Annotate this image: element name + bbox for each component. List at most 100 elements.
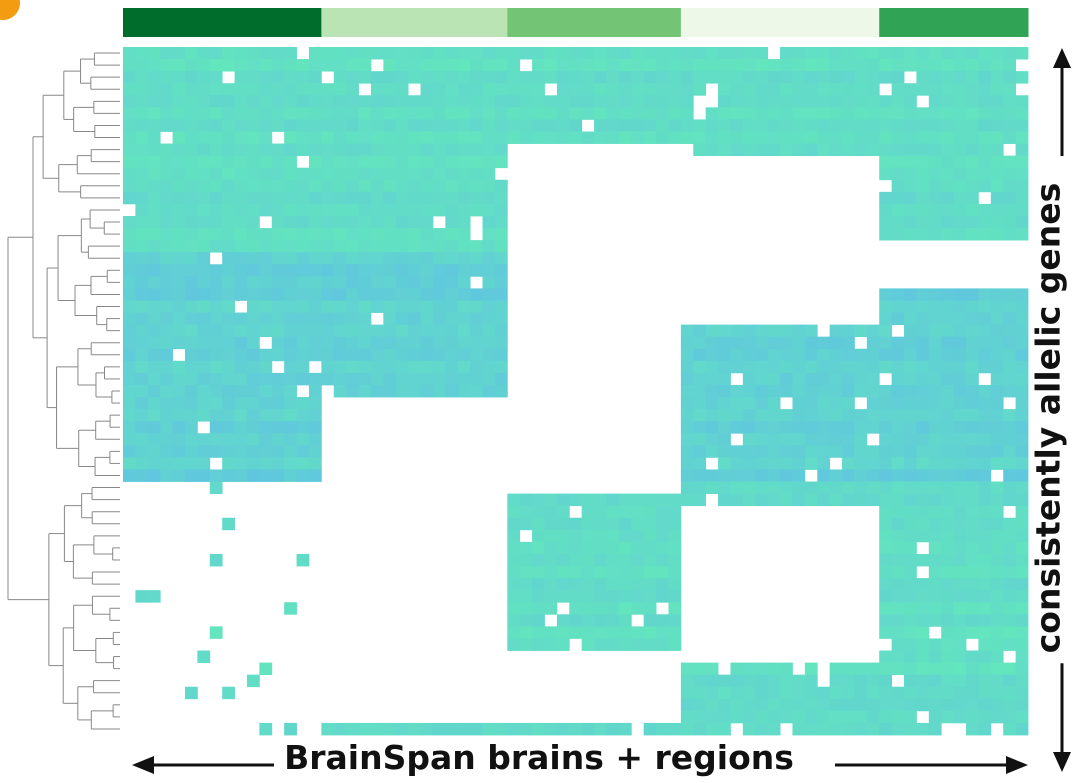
heatmap-cell (755, 348, 769, 362)
heatmap-cell (854, 445, 868, 458)
heatmap-cell (432, 119, 446, 132)
heatmap-cell (333, 240, 347, 253)
heatmap-cell (259, 71, 273, 84)
heatmap-cell (470, 119, 483, 132)
heatmap-cell (160, 47, 173, 60)
heatmap-cell (643, 517, 657, 531)
heatmap-cell (916, 143, 930, 157)
heatmap-cell (197, 240, 211, 253)
heatmap-cell (370, 240, 384, 253)
heatmap-cell (631, 131, 645, 144)
heatmap-cell (767, 469, 781, 482)
heatmap-cell (730, 469, 744, 482)
heatmap-cell (742, 324, 756, 338)
heatmap-cell (482, 143, 496, 157)
heatmap-cell (271, 71, 285, 84)
heatmap-cell (147, 421, 161, 434)
heatmap-cell (804, 59, 818, 72)
heatmap-cell (953, 360, 967, 374)
heatmap-cell (432, 191, 446, 205)
heatmap-cell (842, 143, 855, 157)
heatmap-cell (693, 83, 707, 96)
heatmap-cell (246, 445, 260, 458)
heatmap-cell (209, 433, 223, 446)
heatmap-cell (606, 553, 620, 567)
heatmap-cell (928, 662, 942, 676)
heatmap-cell (941, 143, 955, 157)
heatmap-cell (532, 517, 545, 531)
heatmap-cell (780, 47, 793, 60)
heatmap-cell (172, 155, 186, 169)
heatmap-cell (544, 493, 558, 507)
heatmap-cell (643, 638, 657, 651)
heatmap-cell (296, 215, 310, 229)
heatmap-cell (420, 276, 434, 289)
heatmap-cell (222, 191, 235, 205)
heatmap-cell (358, 167, 372, 181)
heatmap-cell (507, 722, 521, 736)
heatmap-cell (1003, 59, 1017, 72)
heatmap-cell (618, 95, 632, 108)
heatmap-cell (135, 457, 149, 470)
heatmap-cell (147, 71, 161, 84)
heatmap-cell (966, 83, 979, 96)
heatmap-cell (556, 553, 570, 567)
heatmap-cell (767, 457, 781, 470)
heatmap-cell (891, 336, 905, 350)
heatmap-cell (854, 662, 868, 676)
heatmap-cell (904, 228, 917, 241)
heatmap-cell (135, 47, 149, 60)
heatmap-cell (358, 119, 372, 132)
heatmap-cell (1003, 421, 1017, 434)
heatmap-cell (792, 95, 806, 108)
heatmap-cell (904, 710, 917, 724)
heatmap-cell (432, 324, 446, 338)
heatmap-cell (457, 336, 471, 350)
heatmap-cell (482, 71, 496, 84)
heatmap-cell (916, 686, 930, 700)
heatmap-cell (358, 252, 372, 265)
heatmap-cell (358, 228, 372, 241)
heatmap-cell (321, 348, 335, 362)
heatmap-cell (135, 155, 149, 169)
heatmap-cell (234, 71, 248, 84)
heatmap-cell (866, 469, 880, 482)
heatmap-cell (928, 698, 942, 712)
heatmap-cell (891, 590, 905, 603)
heatmap-cell (842, 674, 855, 688)
heatmap-cell (246, 119, 260, 132)
heatmap-cell (953, 686, 967, 700)
heatmap-cell (470, 71, 483, 84)
heatmap-cell (767, 409, 781, 422)
heatmap-cell (978, 360, 992, 374)
heatmap-cell (755, 107, 769, 120)
heatmap-cell (606, 47, 620, 60)
heatmap-cell (556, 119, 570, 132)
heatmap-cell (284, 348, 297, 362)
heatmap-cell (941, 71, 955, 84)
heatmap-cell (284, 203, 297, 217)
heatmap-cell (1003, 131, 1017, 144)
heatmap-cell (246, 83, 260, 96)
heatmap-cell (755, 722, 769, 736)
heatmap-cell (123, 457, 136, 470)
heatmap-cell (792, 469, 806, 482)
heatmap-cell (209, 372, 223, 386)
heatmap-cell (1015, 541, 1029, 555)
heatmap-cell (966, 421, 979, 434)
heatmap-cell (904, 445, 917, 458)
heatmap-cell (1015, 686, 1029, 700)
heatmap-cell (792, 143, 806, 157)
heatmap-cell (556, 71, 570, 84)
heatmap-cell (457, 155, 471, 169)
heatmap-cell (420, 228, 434, 241)
heatmap-cell (693, 698, 707, 712)
heatmap-cell (978, 228, 992, 241)
heatmap-cell (1003, 215, 1017, 229)
heatmap-cell (978, 602, 992, 615)
heatmap-cell (742, 662, 756, 676)
heatmap-cell (928, 602, 942, 615)
heatmap-cell (904, 614, 917, 627)
heatmap-cell (147, 397, 161, 410)
heatmap-cell (420, 384, 434, 398)
